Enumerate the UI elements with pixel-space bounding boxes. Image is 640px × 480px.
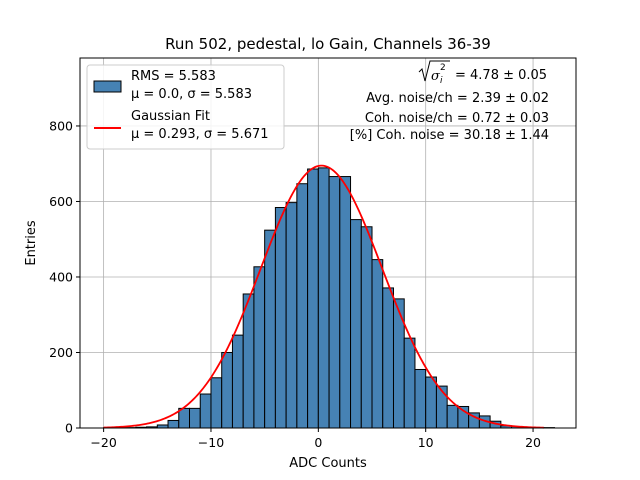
histogram-bar	[371, 259, 384, 429]
y-axis-ticks: 0 200 400 600 800	[49, 118, 80, 436]
y-tick-label: 0	[65, 421, 73, 436]
histogram-bar	[178, 407, 191, 429]
x-tick-label: −10	[198, 435, 224, 450]
y-axis-label: Entries	[24, 220, 39, 266]
histogram-bar	[328, 176, 341, 429]
histogram-bar	[264, 229, 276, 429]
svg-text:σ: σ	[431, 69, 441, 84]
histogram-bar	[296, 183, 309, 429]
histogram-bar	[274, 207, 287, 429]
legend-fit-label-line2: μ = 0.293, σ = 5.671	[131, 127, 269, 142]
histogram-bar	[317, 167, 330, 429]
legend-histogram-label-line2: μ = 0.0, σ = 5.583	[131, 87, 252, 102]
histogram-bar	[307, 168, 319, 429]
legend: RMS = 5.583 μ = 0.0, σ = 5.583 Gaussian …	[86, 64, 285, 150]
histogram-bar	[425, 376, 437, 429]
histogram-bar	[350, 219, 362, 429]
legend-histogram-swatch	[93, 80, 122, 93]
y-tick-label: 400	[49, 269, 73, 284]
histogram-bar	[360, 226, 373, 429]
stats-coh-noise-percent: [%] Coh. noise = 30.18 ± 1.44	[350, 128, 549, 143]
legend-histogram-label: RMS = 5.583	[131, 69, 216, 84]
stats-annotation: σ 2 i = 4.78 ± 0.05 Avg. noise/ch = 2.39…	[350, 60, 549, 143]
sqrt-sigma-symbol: σ 2 i	[418, 60, 450, 86]
histogram-bar	[189, 407, 201, 429]
stats-total-noise: = 4.78 ± 0.05	[455, 68, 547, 83]
histogram-bar	[242, 293, 255, 429]
x-tick-label: 20	[525, 435, 541, 450]
y-tick-label: 200	[49, 345, 73, 360]
histogram-bar	[403, 337, 416, 429]
gaussian-fit-line	[103, 164, 544, 429]
stats-avg-noise: Avg. noise/ch = 2.39 ± 0.02	[366, 91, 549, 106]
histogram-bar	[199, 393, 212, 429]
x-axis-label: ADC Counts	[289, 456, 367, 471]
histogram-bar	[231, 334, 244, 429]
x-tick-label: 0	[314, 435, 322, 450]
legend-box	[86, 64, 285, 150]
histogram-bar	[221, 351, 233, 429]
histogram-bars	[103, 167, 556, 429]
svg-text:2: 2	[440, 63, 446, 73]
histogram-bar	[285, 202, 298, 429]
histogram-bar	[253, 266, 266, 429]
y-tick-label: 600	[49, 194, 73, 209]
y-tick-label: 800	[49, 118, 73, 133]
histogram-bar	[210, 377, 223, 429]
histogram-bar	[382, 287, 394, 429]
chart-title: Run 502, pedestal, lo Gain, Channels 36-…	[165, 35, 491, 53]
x-axis-ticks: −20 −10 0 10 20	[90, 428, 541, 450]
stats-coh-noise: Coh. noise/ch = 0.72 ± 0.03	[365, 111, 549, 126]
gaussian-fit	[103, 164, 544, 429]
histogram-bar	[414, 368, 427, 429]
histogram-bar	[167, 419, 180, 429]
x-tick-label: −20	[90, 435, 116, 450]
svg-text:i: i	[440, 76, 443, 86]
plot-frame	[79, 57, 577, 429]
histogram-bar	[435, 385, 448, 429]
histogram-bar	[446, 404, 459, 429]
legend-fit-label: Gaussian Fit	[131, 109, 210, 124]
x-tick-label: 10	[418, 435, 434, 450]
histogram-bar	[339, 176, 352, 429]
